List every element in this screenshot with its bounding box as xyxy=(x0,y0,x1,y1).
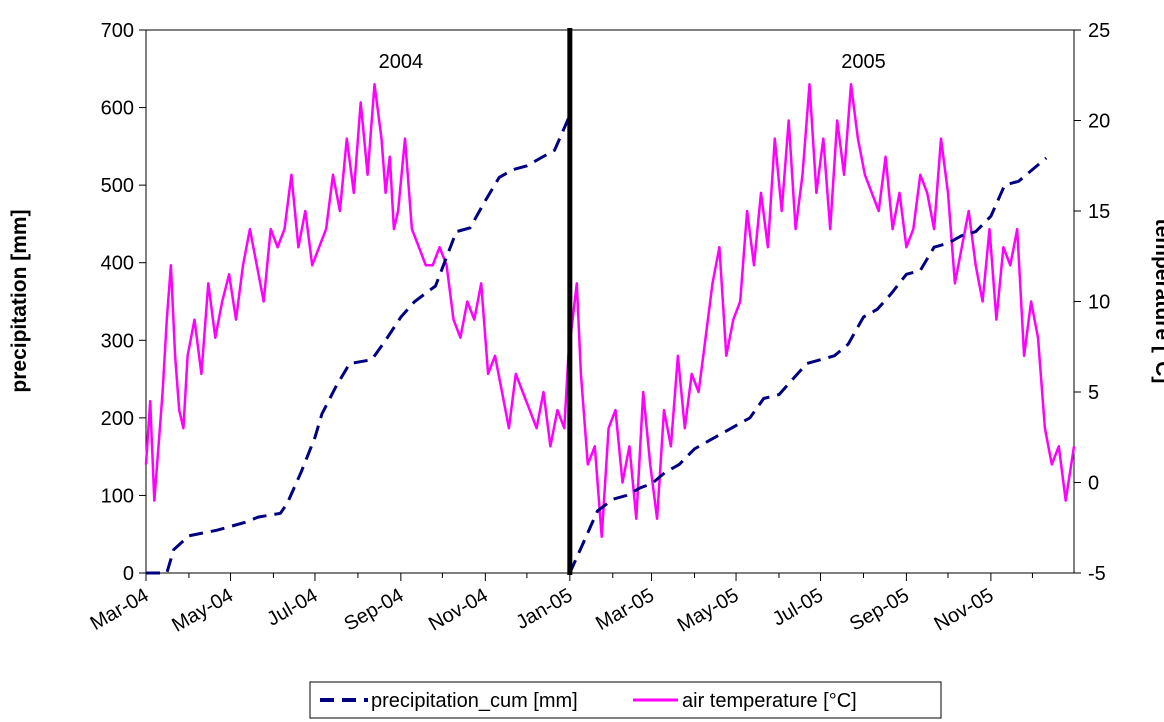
y2-tick-label: 5 xyxy=(1088,382,1099,404)
y2-tick-label: 0 xyxy=(1088,473,1099,495)
annotation-year: 2004 xyxy=(379,51,424,73)
y-tick-label: 700 xyxy=(101,20,134,42)
x-tick-label: Sep-05 xyxy=(846,584,913,635)
series-line-precipitation-segment-1 xyxy=(146,114,572,575)
y-tick-label: 0 xyxy=(123,563,134,585)
x-tick-label: Nov-05 xyxy=(931,584,998,635)
series-line-air-temperature xyxy=(144,83,1076,539)
y2-tick-label: 20 xyxy=(1088,111,1110,133)
legend-box xyxy=(309,681,942,719)
y-tick-label: 200 xyxy=(101,408,134,430)
y-tick-label: 300 xyxy=(101,330,134,352)
x-tick-label: Jan-05 xyxy=(512,584,576,634)
x-tick-label: Mar-04 xyxy=(87,584,153,635)
x-tick-label: Sep-04 xyxy=(340,584,407,635)
x-tick-label: Jul-05 xyxy=(769,584,827,630)
legend: precipitation_cum [mm] air temperature [… xyxy=(309,681,942,719)
y-tick-label: 100 xyxy=(101,485,134,507)
series-line-precipitation-segment-2 xyxy=(568,156,1048,574)
legend-label-temperature: air temperature [°C] xyxy=(682,690,857,712)
y2-tick-label: 25 xyxy=(1088,20,1110,42)
x-tick-label: May-04 xyxy=(168,584,237,636)
y-tick-label: 500 xyxy=(101,175,134,197)
y2-tick-label: 10 xyxy=(1088,292,1110,314)
y2-tick-label: 15 xyxy=(1088,201,1110,223)
annotation-year: 2005 xyxy=(841,51,886,73)
plot-frame xyxy=(145,29,1075,574)
x-tick-label: Mar-05 xyxy=(592,584,658,635)
legend-label-precipitation: precipitation_cum [mm] xyxy=(371,690,578,712)
x-tick-label: Jul-04 xyxy=(263,584,321,630)
y-axis-left: 0 100 200 300 400 500 600 700 xyxy=(101,20,146,585)
x-tick-label: Nov-04 xyxy=(425,584,492,635)
y-axis-title: precipitation [mm] xyxy=(8,209,31,392)
series-layer xyxy=(144,28,1076,575)
annotations: 2004 2005 xyxy=(379,51,886,73)
y-tick-label: 400 xyxy=(101,253,134,275)
plot-area xyxy=(145,29,1075,574)
y-axis-right: -5 0 5 10 15 20 25 xyxy=(1074,20,1110,585)
x-axis: Mar-04 May-04 Jul-04 Sep-04 Nov-04 Jan-05 Mar-… xyxy=(87,573,1033,637)
y-tick-label: 600 xyxy=(101,98,134,120)
y2-tick-label: -5 xyxy=(1088,563,1106,585)
x-tick-label: May-05 xyxy=(674,584,743,636)
y2-axis-title: temperature [°C] xyxy=(1151,219,1164,384)
